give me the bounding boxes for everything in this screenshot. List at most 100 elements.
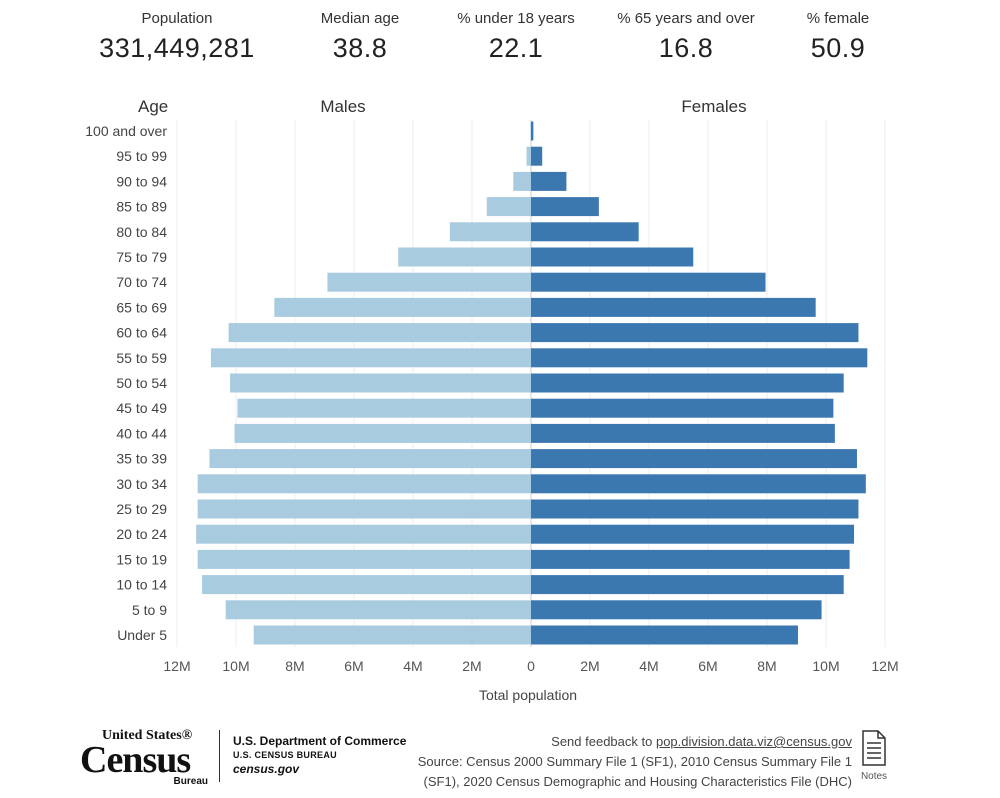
male-bar xyxy=(530,121,532,141)
x-tick-label: 0 xyxy=(527,658,535,674)
stat-label: % 65 years and over xyxy=(617,10,755,27)
stat-value: 50.9 xyxy=(810,33,866,63)
age-header: Age xyxy=(138,97,168,116)
males-header: Males xyxy=(320,97,365,116)
document-icon xyxy=(862,730,886,766)
census-gov-link[interactable]: census.gov xyxy=(233,762,300,776)
female-bar xyxy=(531,222,639,242)
female-bar xyxy=(531,474,866,494)
female-bar xyxy=(531,272,766,292)
source-line-1: Source: Census 2000 Summary File 1 (SF1)… xyxy=(417,754,852,769)
male-bar xyxy=(486,197,531,217)
logo-divider xyxy=(219,730,220,782)
female-bar xyxy=(531,625,798,645)
age-label: 50 to 54 xyxy=(116,375,167,391)
age-label: 85 to 89 xyxy=(116,199,167,215)
age-label: 80 to 84 xyxy=(116,224,167,240)
department-info: U.S. Department of Commerce U.S. CENSUS … xyxy=(233,734,406,776)
stat-female: % female 50.9 xyxy=(790,10,886,64)
x-tick-label: 10M xyxy=(812,658,839,674)
females-header: Females xyxy=(681,97,746,116)
male-bar xyxy=(202,575,531,595)
x-tick-label: 8M xyxy=(757,658,776,674)
male-bar xyxy=(209,449,531,469)
male-bar xyxy=(274,297,531,317)
summary-stats: Population 331,449,281 Median age 38.8 %… xyxy=(0,0,1000,80)
stat-65-over: % 65 years and over 16.8 xyxy=(608,10,764,64)
male-bar xyxy=(449,222,531,242)
x-tick-label: 12M xyxy=(871,658,898,674)
female-bar xyxy=(531,549,850,569)
male-bar xyxy=(228,323,531,343)
age-label: 25 to 29 xyxy=(116,501,167,517)
x-tick-label: 4M xyxy=(639,658,658,674)
age-label: 60 to 64 xyxy=(116,325,167,341)
female-bar xyxy=(531,398,834,418)
population-pyramid-chart: Age Males Females 100 and over 95 to 99 90 to… xyxy=(85,97,898,703)
logo-text: United States® xyxy=(102,728,193,743)
feedback-email-link[interactable]: pop.division.data.viz@census.gov xyxy=(655,734,852,749)
stat-label: % female xyxy=(806,10,870,27)
age-label: 65 to 69 xyxy=(116,299,167,315)
source-info: Send feedback to pop.division.data.viz@c… xyxy=(418,732,852,792)
female-bar xyxy=(531,600,822,620)
notes-button[interactable]: Notes xyxy=(856,730,892,782)
female-bar xyxy=(531,247,694,267)
female-bar xyxy=(531,449,857,469)
male-bar xyxy=(225,600,532,620)
female-bar xyxy=(531,348,868,368)
age-label: 40 to 44 xyxy=(116,425,167,441)
stat-value: 331,449,281 xyxy=(99,33,255,63)
male-bar xyxy=(197,499,531,519)
x-tick-label: 12M xyxy=(163,658,190,674)
stat-label: Median age xyxy=(320,10,400,27)
female-bar xyxy=(531,575,844,595)
female-bar xyxy=(531,499,859,519)
stat-population: Population 331,449,281 xyxy=(92,10,262,64)
footer: United States® Census Bureau U.S. Depart… xyxy=(0,722,1000,798)
x-tick-label: 10M xyxy=(222,658,249,674)
male-bar xyxy=(526,146,531,166)
x-axis-label: Total population xyxy=(479,687,577,703)
male-bar xyxy=(513,171,531,191)
age-label: 15 to 19 xyxy=(116,551,167,567)
age-label: 95 to 99 xyxy=(116,148,167,164)
age-label: Under 5 xyxy=(117,627,167,643)
logo-text: Census xyxy=(80,739,191,781)
x-tick-label: 4M xyxy=(403,658,422,674)
x-tick-label: 2M xyxy=(580,658,599,674)
age-label: 70 to 74 xyxy=(116,274,167,290)
stat-value: 38.8 xyxy=(332,33,388,63)
feedback-prefix: Send feedback to xyxy=(551,734,656,749)
female-bar xyxy=(531,171,567,191)
x-tick-label: 6M xyxy=(698,658,717,674)
x-tick-label: 8M xyxy=(285,658,304,674)
female-bar xyxy=(531,524,855,544)
age-label: 100 and over xyxy=(85,123,167,139)
source-line-2: (SF1), 2020 Census Demographic and Housi… xyxy=(423,774,852,789)
stat-median-age: Median age 38.8 xyxy=(300,10,420,64)
male-bar xyxy=(210,348,532,368)
male-bar xyxy=(398,247,531,267)
male-bar xyxy=(253,625,531,645)
male-bar xyxy=(197,474,531,494)
female-bar xyxy=(531,423,835,443)
female-bar xyxy=(531,121,534,141)
stat-label: Population xyxy=(141,10,213,27)
age-label: 75 to 79 xyxy=(116,249,167,265)
stat-value: 16.8 xyxy=(658,33,714,63)
age-label: 55 to 59 xyxy=(116,350,167,366)
age-label: 20 to 24 xyxy=(116,526,167,542)
male-bar xyxy=(230,373,531,393)
stat-value: 22.1 xyxy=(488,33,544,63)
male-bar xyxy=(197,549,531,569)
female-bar xyxy=(531,146,543,166)
age-label: 10 to 14 xyxy=(116,577,167,593)
census-logo[interactable]: United States® Census Bureau xyxy=(80,728,208,792)
age-label: 5 to 9 xyxy=(132,602,167,618)
department-name: U.S. Department of Commerce xyxy=(233,734,407,748)
age-label: 30 to 34 xyxy=(116,476,167,492)
age-label: 35 to 39 xyxy=(116,451,167,467)
notes-label: Notes xyxy=(860,771,888,782)
female-bar xyxy=(531,197,599,217)
